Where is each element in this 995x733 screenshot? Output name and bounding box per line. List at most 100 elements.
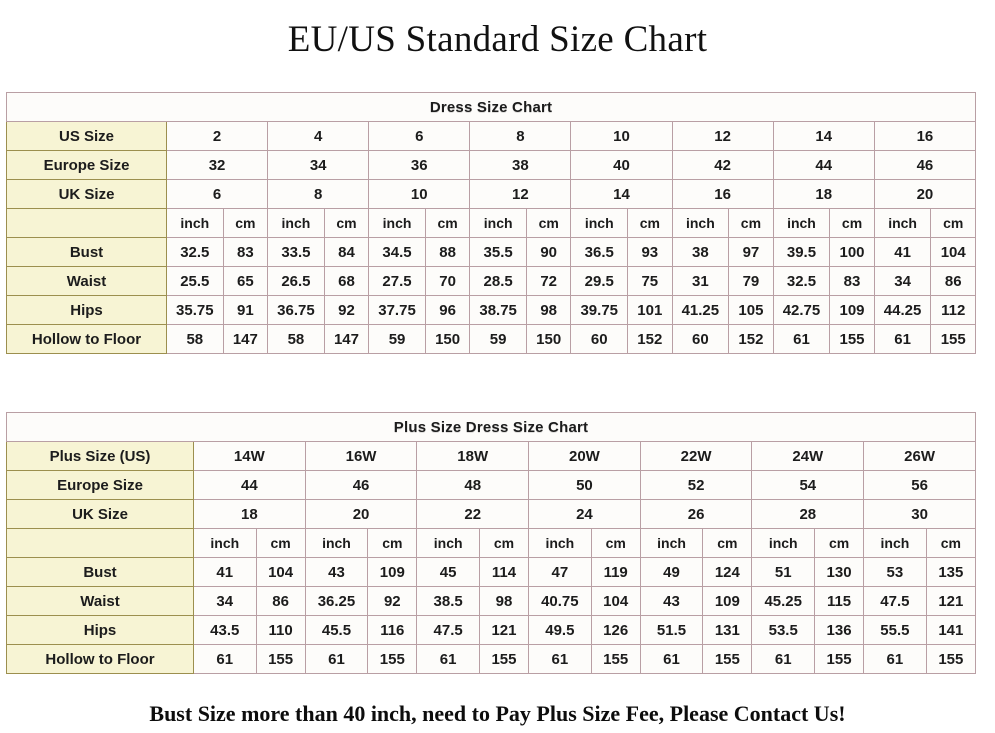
plus-unit-cm: cm bbox=[478, 528, 530, 558]
plus-waist-inch-cell: 38.5 bbox=[416, 586, 480, 616]
dress-hips-cm-cell: 101 bbox=[627, 295, 673, 325]
plus-hollow-cm-cell: 155 bbox=[255, 644, 306, 674]
dress-row-us: US Size 2 4 6 8 10 12 14 16 bbox=[6, 121, 977, 151]
plus-us-cell: 24W bbox=[751, 441, 865, 471]
plus-bust-cm-cell: 124 bbox=[702, 557, 753, 587]
dress-bust-cm-cell: 84 bbox=[323, 237, 370, 267]
dress-europe-cell: 44 bbox=[772, 150, 875, 180]
dress-row-hips: Hips 35.75 91 36.75 92 37.75 96 38.75 98 39.75 101… bbox=[6, 295, 977, 325]
plus-row-europe: Europe Size 44 46 48 50 52 54 56 bbox=[6, 470, 977, 500]
plus-uk-cell: 20 bbox=[304, 499, 418, 529]
plus-uk-cell: 18 bbox=[193, 499, 306, 529]
dress-us-cell: 16 bbox=[873, 121, 977, 151]
plus-us-cell: 14W bbox=[193, 441, 306, 471]
plus-waist-inch-cell: 36.25 bbox=[304, 586, 369, 616]
dress-bust-cm-cell: 104 bbox=[930, 237, 977, 267]
dress-hollow-cm-cell: 155 bbox=[829, 324, 875, 354]
plus-hips-inch-cell: 45.5 bbox=[304, 615, 369, 645]
plus-bust-inch-cell: 53 bbox=[863, 557, 927, 587]
plus-unit-inch: inch bbox=[528, 528, 592, 558]
plus-waist-cm-cell: 104 bbox=[590, 586, 641, 616]
dress-bust-cm-cell: 93 bbox=[627, 237, 673, 267]
plus-label-hollow: Hollow to Floor bbox=[6, 644, 194, 674]
dress-waist-cm-cell: 65 bbox=[222, 266, 269, 296]
dress-hips-inch-cell: 35.75 bbox=[166, 295, 224, 325]
dress-label-europe: Europe Size bbox=[6, 150, 167, 180]
dress-waist-inch-cell: 25.5 bbox=[166, 266, 224, 296]
dress-uk-cell: 14 bbox=[570, 179, 673, 209]
plus-hips-inch-cell: 49.5 bbox=[528, 615, 592, 645]
dress-us-cell: 4 bbox=[267, 121, 370, 151]
dress-europe-cell: 32 bbox=[165, 150, 269, 180]
dress-unit-inch: inch bbox=[671, 208, 730, 238]
dress-row-waist: Waist 25.5 65 26.5 68 27.5 70 28.5 72 29.5 75 31 79 3… bbox=[6, 266, 977, 296]
dress-uk-cell: 16 bbox=[671, 179, 774, 209]
dress-unit-cm: cm bbox=[627, 208, 673, 238]
dress-europe-cell: 38 bbox=[469, 150, 572, 180]
dress-hollow-cm-cell: 152 bbox=[627, 324, 673, 354]
dress-bust-inch-cell: 33.5 bbox=[267, 237, 325, 267]
dress-us-cell: 14 bbox=[772, 121, 875, 151]
plus-unit-inch: inch bbox=[304, 528, 369, 558]
plus-hollow-inch-cell: 61 bbox=[751, 644, 815, 674]
plus-uk-cell: 28 bbox=[751, 499, 865, 529]
plus-unit-cm: cm bbox=[925, 528, 977, 558]
dress-row-units: inch cm inch cm inch cm inch cm inch cm inch cm inch… bbox=[6, 208, 977, 238]
dress-europe-cell: 36 bbox=[368, 150, 471, 180]
plus-banner-row: Plus Size Dress Size Chart bbox=[5, 412, 977, 442]
dress-unit-inch: inch bbox=[469, 208, 527, 238]
dress-waist-inch-cell: 27.5 bbox=[368, 266, 426, 296]
plus-unit-cm: cm bbox=[590, 528, 641, 558]
plus-unit-cm: cm bbox=[367, 528, 418, 558]
plus-size-dress-chart-table: Plus Size Dress Size Chart Plus Size (US)… bbox=[5, 412, 977, 674]
dress-uk-cell: 10 bbox=[368, 179, 471, 209]
dress-hips-inch-cell: 36.75 bbox=[267, 295, 325, 325]
plus-bust-inch-cell: 51 bbox=[751, 557, 815, 587]
dress-bust-cm-cell: 100 bbox=[829, 237, 875, 267]
dress-waist-inch-cell: 34 bbox=[873, 266, 932, 296]
dress-waist-inch-cell: 28.5 bbox=[469, 266, 527, 296]
plus-unit-inch: inch bbox=[193, 528, 257, 558]
plus-uk-cell: 30 bbox=[863, 499, 977, 529]
plus-row-waist: Waist 34 86 36.25 92 38.5 98 40.75 104 43 109 45.25… bbox=[6, 586, 977, 616]
dress-row-bust: Bust 32.5 83 33.5 84 34.5 88 35.5 90 36.5 93 38 97 39… bbox=[6, 237, 977, 267]
plus-hollow-cm-cell: 155 bbox=[590, 644, 641, 674]
plus-waist-inch-cell: 40.75 bbox=[528, 586, 592, 616]
plus-waist-cm-cell: 86 bbox=[255, 586, 306, 616]
plus-us-cell: 20W bbox=[528, 441, 641, 471]
plus-hips-inch-cell: 53.5 bbox=[751, 615, 815, 645]
plus-bust-inch-cell: 47 bbox=[528, 557, 592, 587]
dress-label-hollow: Hollow to Floor bbox=[6, 324, 167, 354]
dress-unit-cm: cm bbox=[525, 208, 572, 238]
plus-hips-cm-cell: 121 bbox=[478, 615, 530, 645]
page-title: EU/US Standard Size Chart bbox=[287, 19, 708, 60]
plus-europe-cell: 44 bbox=[193, 470, 306, 500]
plus-waist-cm-cell: 98 bbox=[478, 586, 530, 616]
plus-bust-cm-cell: 104 bbox=[255, 557, 306, 587]
plus-hollow-cm-cell: 155 bbox=[367, 644, 418, 674]
dress-unit-cm: cm bbox=[930, 208, 977, 238]
dress-us-cell: 2 bbox=[165, 121, 269, 151]
dress-hollow-cm-cell: 147 bbox=[323, 324, 370, 354]
plus-hollow-inch-cell: 61 bbox=[304, 644, 369, 674]
dress-hips-inch-cell: 37.75 bbox=[368, 295, 426, 325]
dress-banner-row: Dress Size Chart bbox=[5, 92, 977, 122]
plus-row-uk: UK Size 18 20 22 24 26 28 30 bbox=[6, 499, 977, 529]
plus-waist-inch-cell: 47.5 bbox=[863, 586, 927, 616]
dress-label-hips: Hips bbox=[6, 295, 167, 325]
dress-hollow-inch-cell: 59 bbox=[368, 324, 426, 354]
dress-row-europe: Europe Size 32 34 36 38 40 42 44 46 bbox=[6, 150, 977, 180]
dress-hips-cm-cell: 92 bbox=[323, 295, 370, 325]
dress-unit-cm: cm bbox=[829, 208, 875, 238]
dress-hips-inch-cell: 42.75 bbox=[772, 295, 831, 325]
dress-hollow-inch-cell: 60 bbox=[671, 324, 730, 354]
dress-waist-inch-cell: 32.5 bbox=[772, 266, 831, 296]
dress-hollow-inch-cell: 58 bbox=[267, 324, 325, 354]
plus-hips-inch-cell: 51.5 bbox=[639, 615, 704, 645]
plus-bust-inch-cell: 43 bbox=[304, 557, 369, 587]
dress-unit-cm: cm bbox=[424, 208, 471, 238]
dress-waist-inch-cell: 29.5 bbox=[570, 266, 629, 296]
plus-hips-inch-cell: 47.5 bbox=[416, 615, 480, 645]
plus-unit-inch: inch bbox=[639, 528, 704, 558]
